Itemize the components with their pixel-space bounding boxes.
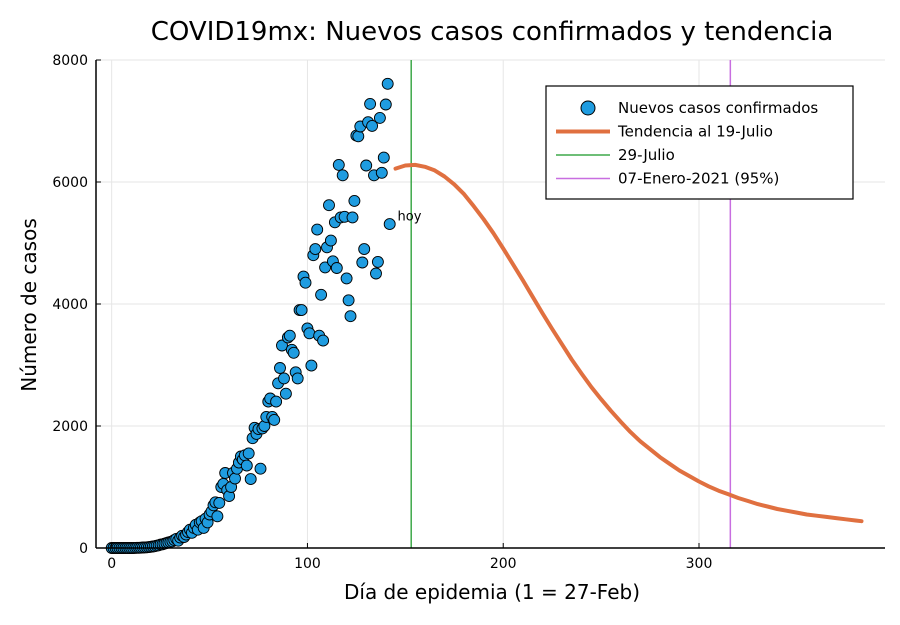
data-point xyxy=(291,372,304,385)
scatter-points xyxy=(105,77,396,554)
data-point xyxy=(244,473,257,486)
y-tick-label: 4000 xyxy=(52,297,88,313)
data-point xyxy=(254,462,267,475)
axes xyxy=(95,59,885,549)
data-point xyxy=(360,159,373,172)
data-point xyxy=(211,510,224,523)
legend-box xyxy=(545,85,854,200)
data-point xyxy=(371,255,384,268)
x-tick-label: 0 xyxy=(107,556,116,572)
data-point xyxy=(287,346,300,359)
x-tick-label: 100 xyxy=(294,556,321,572)
y-tick-label: 2000 xyxy=(52,419,88,435)
trend-layer xyxy=(393,162,864,524)
chart-title: COVID19mx: Nuevos casos confirmados y te… xyxy=(151,17,834,47)
data-point xyxy=(242,447,255,460)
legend-marker xyxy=(580,100,596,116)
data-point xyxy=(274,362,286,374)
annotation-label: hoy xyxy=(398,209,422,224)
legend-label: 29-Julio xyxy=(618,146,675,164)
data-point xyxy=(324,234,337,247)
data-point xyxy=(299,276,312,289)
data-point xyxy=(344,310,357,323)
legend: Nuevos casos confirmados Tendencia al 19-… xyxy=(545,85,854,200)
y-tick-label: 0 xyxy=(79,541,88,557)
data-point xyxy=(229,472,241,485)
data-point xyxy=(377,151,390,164)
annotations: hoy xyxy=(398,209,422,224)
data-point xyxy=(303,327,316,340)
data-point xyxy=(379,98,392,111)
data-point xyxy=(295,304,308,317)
data-point xyxy=(317,334,330,347)
legend-label: Nuevos casos confirmados xyxy=(618,99,818,117)
tick-labels: 0 100 200 300 0 2000 4000 6000 8000 xyxy=(52,53,712,572)
data-point xyxy=(270,395,283,408)
data-point xyxy=(276,339,288,352)
x-axis-label: Día de epidemia (1 = 27-Feb) xyxy=(344,580,640,604)
data-point xyxy=(336,169,349,182)
y-tick-label: 8000 xyxy=(52,53,88,69)
data-point xyxy=(375,166,388,179)
data-point xyxy=(366,119,379,132)
data-point xyxy=(340,272,353,285)
data-point xyxy=(346,211,359,224)
data-point xyxy=(348,194,361,207)
data-point xyxy=(309,243,322,256)
data-point xyxy=(364,97,377,110)
y-tick-label: 6000 xyxy=(52,175,88,191)
data-point xyxy=(356,256,369,269)
y-axis-label: Número de casos xyxy=(17,218,41,392)
data-point xyxy=(373,111,386,124)
data-point xyxy=(283,329,296,342)
data-point xyxy=(305,359,318,372)
data-point xyxy=(332,158,345,171)
data-point xyxy=(315,288,328,301)
x-tick-label: 200 xyxy=(490,556,517,572)
x-tick-label: 300 xyxy=(686,556,713,572)
data-point xyxy=(278,372,290,385)
data-point xyxy=(240,459,253,472)
legend-label: Tendencia al 19-Julio xyxy=(617,123,773,141)
data-point xyxy=(311,223,324,236)
data-point xyxy=(342,294,355,307)
data-point xyxy=(383,218,396,231)
trend-line xyxy=(393,162,864,524)
data-point xyxy=(381,77,394,90)
data-point xyxy=(279,387,292,400)
data-point xyxy=(319,261,332,274)
data-point xyxy=(330,262,343,274)
data-point xyxy=(213,496,226,509)
data-point xyxy=(370,267,382,280)
data-point xyxy=(358,243,371,256)
data-point xyxy=(352,130,365,143)
data-point xyxy=(323,199,335,212)
legend-label: 07-Enero-2021 (95%) xyxy=(618,170,779,188)
data-point xyxy=(268,413,281,426)
